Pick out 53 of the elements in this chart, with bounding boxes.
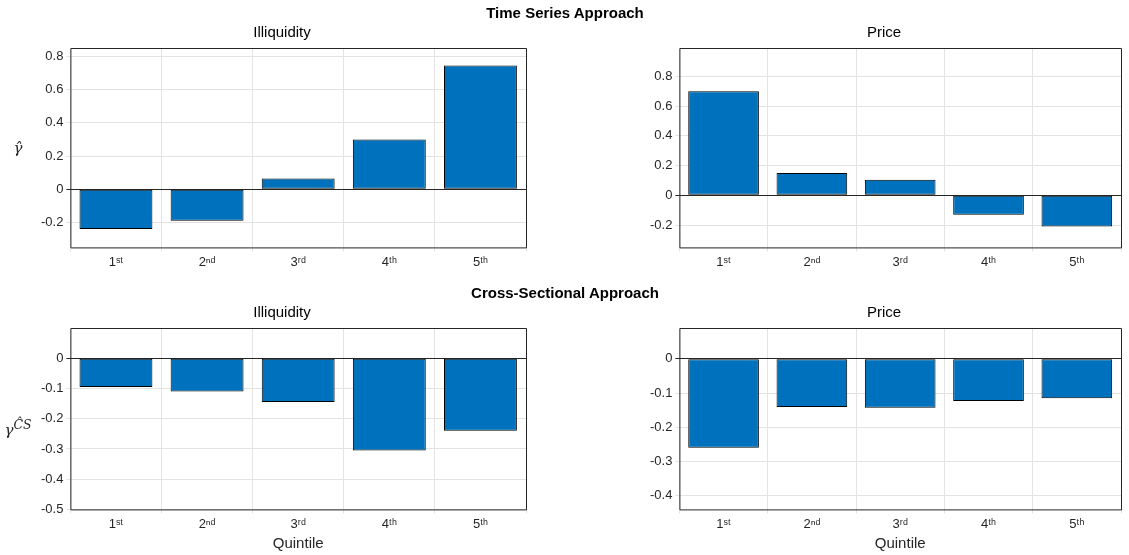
y-tick-label: -0.4 [649,487,673,503]
y-tick-label: 0.8 [45,47,64,63]
x-tick-label: 3ʳᵈ [892,253,908,269]
x-tick-label: 1ˢᵗ [108,515,124,531]
chart-title: Illiquidity [253,303,312,321]
x-tick-label: 4ᵗʰ [381,253,397,269]
y-tick-label: 0 [665,350,673,366]
x-tick-label: 2ⁿᵈ [803,253,821,269]
y-tick-label: -0.2 [649,418,673,434]
x-tick-label: 4ᵗʰ [980,253,997,269]
y-tick-label: -0.1 [40,380,64,396]
x-tick-label: 5ᵗʰ [1069,515,1085,531]
x-tick-label: 2ⁿᵈ [198,253,216,269]
y-tick-label: 0 [56,180,64,196]
y-tick-label: 0.4 [654,127,673,143]
x-axis-title: Quintile [272,534,324,552]
x-tick-label: 3ʳᵈ [892,515,908,531]
y-tick-label: -0.3 [40,440,64,456]
y-tick-label: -0.5 [40,500,64,516]
x-tick-label: 1ˢᵗ [108,253,124,269]
y-tick-label: 0.6 [654,97,673,113]
y-tick-label: 0.2 [654,157,673,173]
y-tick-label: -0.4 [40,470,64,486]
y-tick-label: -0.2 [40,410,64,426]
y-tick-label: 0.4 [45,114,64,130]
x-tick-label: 5ᵗʰ [472,253,488,269]
chart-title: Price [866,303,902,321]
text: Cross-Sectional Approach [471,284,659,301]
y-axis-title: γ$^{ĈS}$ [4,416,32,439]
x-tick-label: 5ᵗʰ [472,515,488,531]
y-tick-label: 0.8 [654,67,673,83]
x-tick-label: 2ⁿᵈ [803,515,821,531]
x-tick-label: 1ˢᵗ [716,253,731,269]
y-tick-label: 0 [56,349,64,365]
x-tick-label: 3ʳᵈ [290,515,306,531]
x-tick-label: 5ᵗʰ [1069,253,1085,269]
text: Time Series Approach [486,4,644,21]
x-tick-label: 4ᵗʰ [381,515,397,531]
x-tick-label: 1ˢᵗ [716,515,731,531]
x-tick-label: 3ʳᵈ [290,253,306,269]
chart-title: Price [866,23,902,41]
y-tick-label: -0.2 [649,216,673,232]
y-tick-label: 0.6 [45,81,64,97]
y-tick-label: 0 [665,186,673,202]
y-axis-title: γ̂ [13,138,23,157]
y-tick-label: -0.3 [649,453,673,469]
x-tick-label: 2ⁿᵈ [198,515,216,531]
y-tick-label: 0.2 [45,147,64,163]
y-tick-label: -0.1 [649,384,673,400]
y-tick-label: -0.2 [40,214,64,230]
x-axis-title: Quintile [874,534,926,552]
chart-title: Illiquidity [253,23,312,41]
x-tick-label: 4ᵗʰ [980,515,997,531]
